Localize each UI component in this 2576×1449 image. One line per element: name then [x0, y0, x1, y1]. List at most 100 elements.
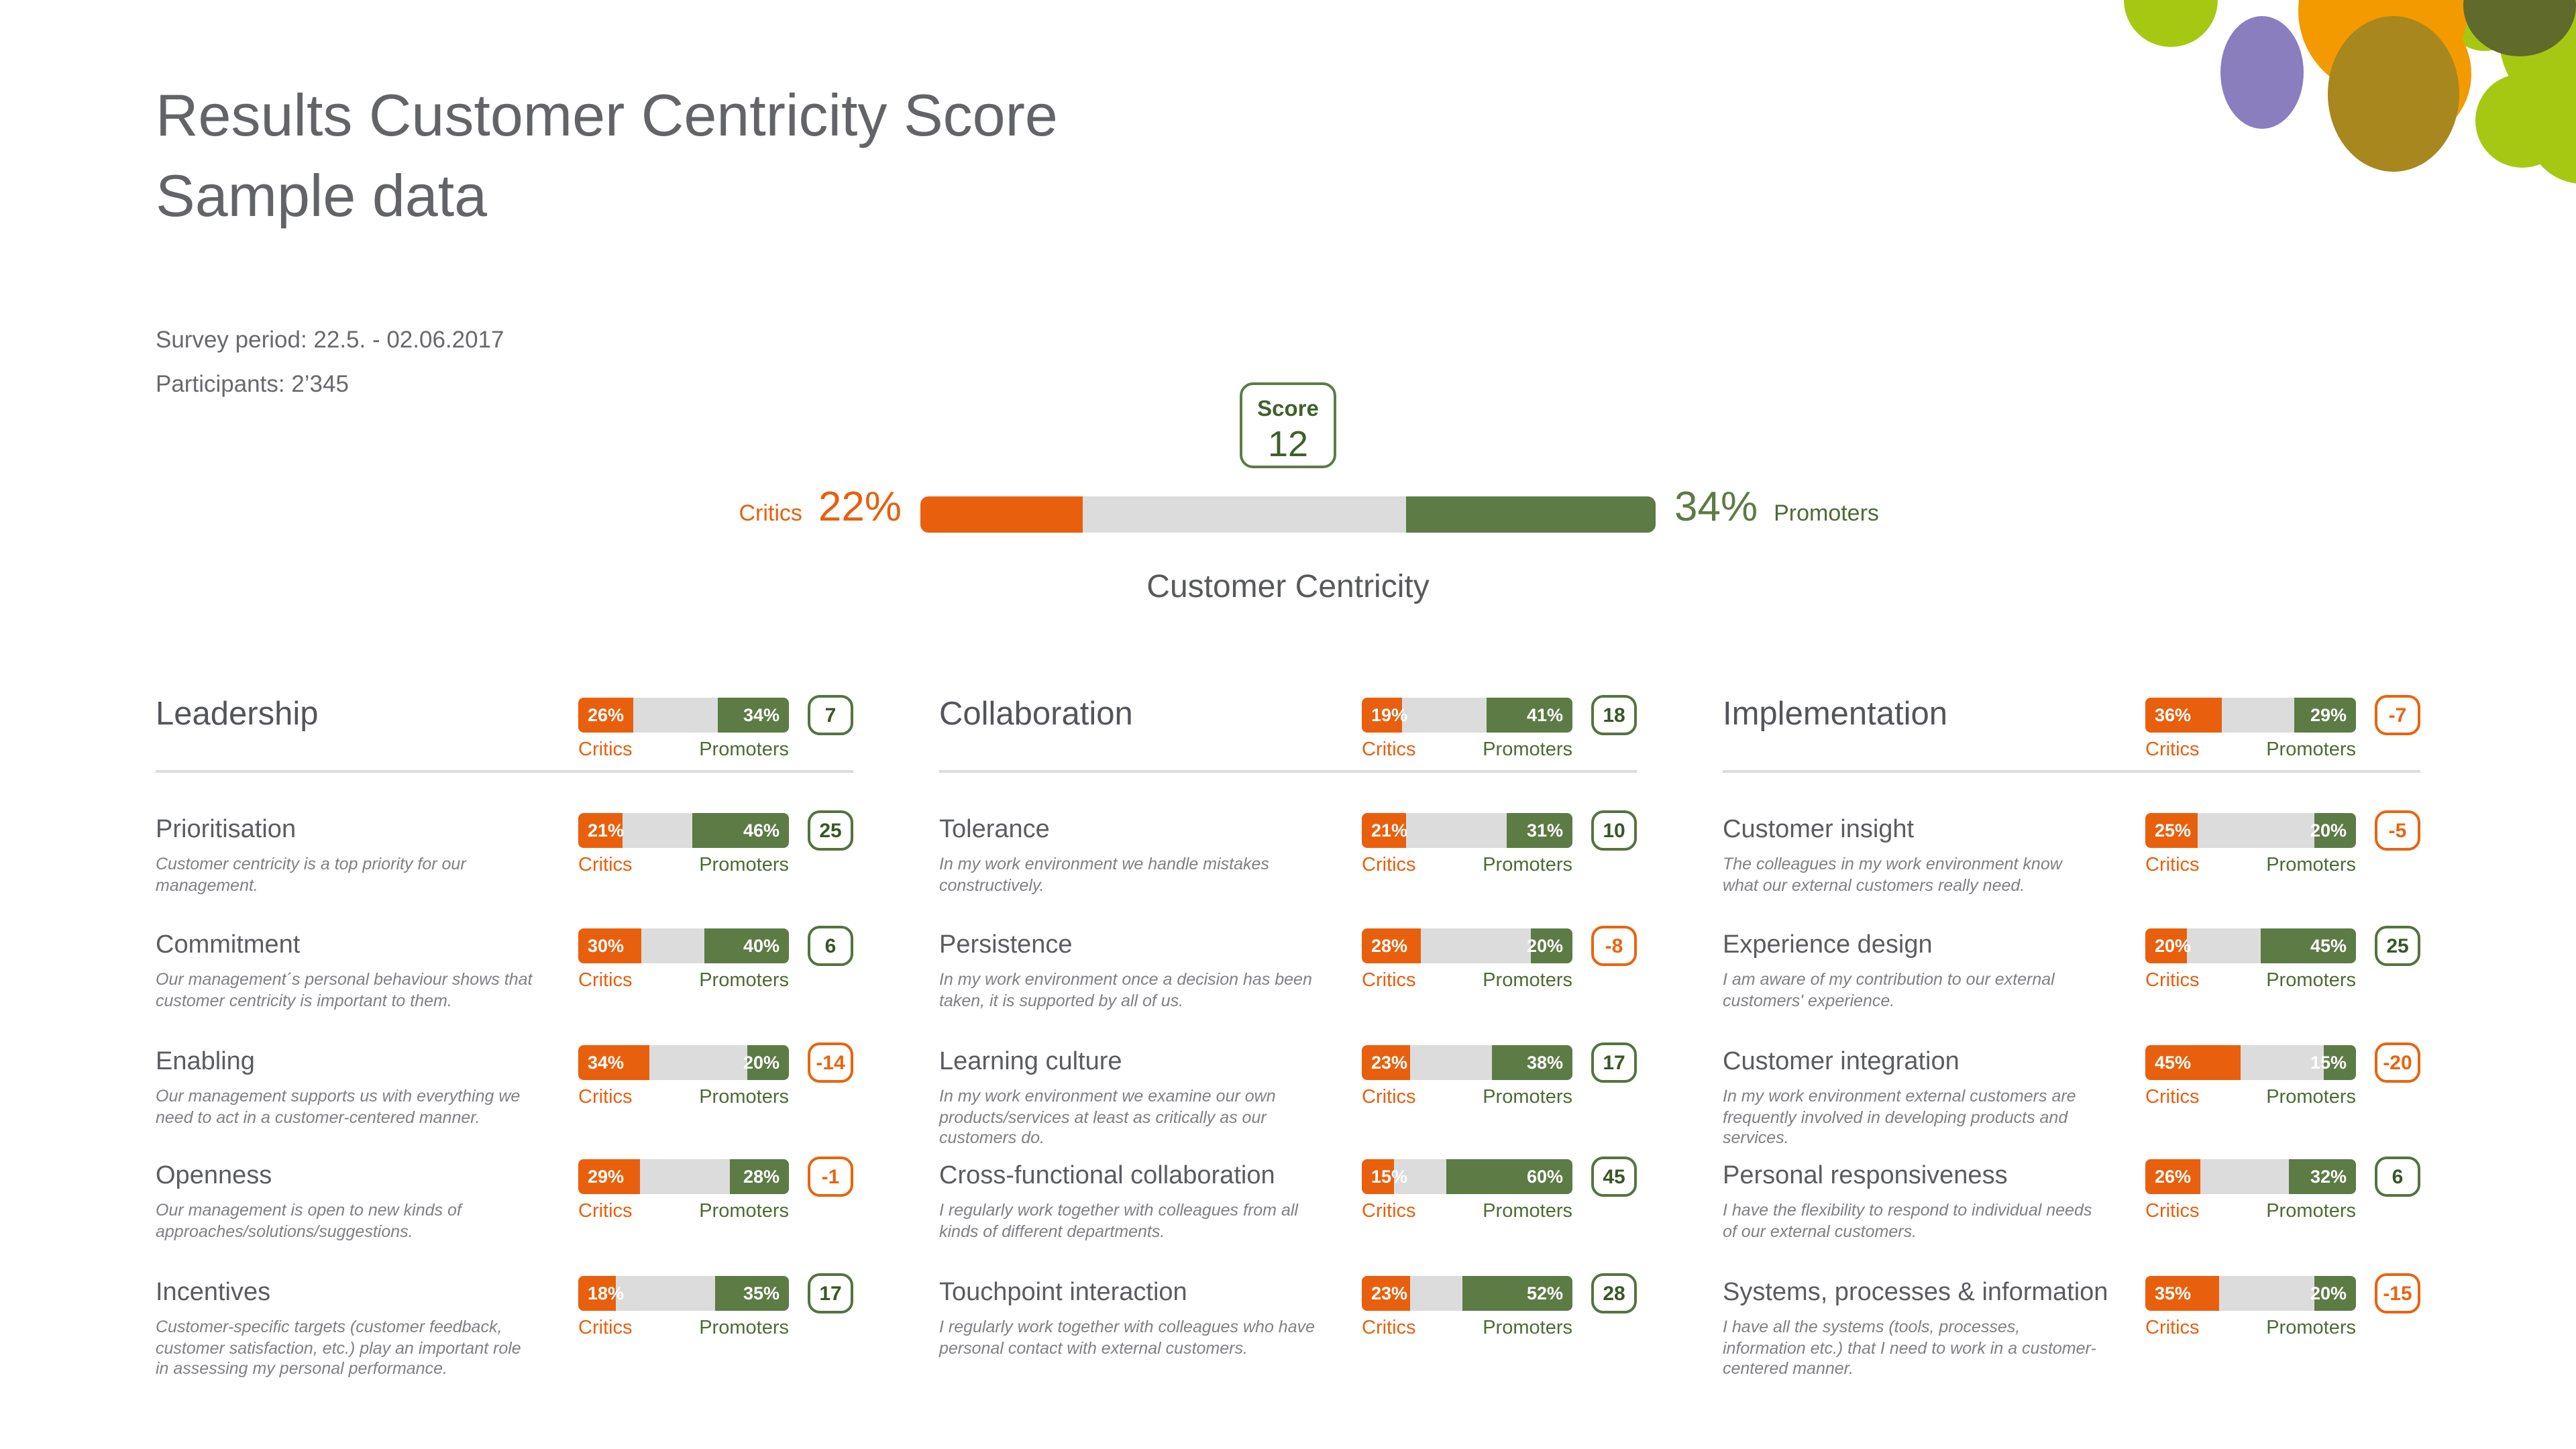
promoters-legend-label: Promoters — [699, 1201, 789, 1222]
item-title: Implementation — [1723, 696, 1948, 733]
mini-bar: 26% 34% — [578, 698, 789, 733]
mini-bar: 29% 28% — [578, 1159, 789, 1194]
promoters-segment — [2288, 1159, 2356, 1194]
mini-bar: 19% 41% — [1362, 698, 1572, 733]
survey-period: Survey period: 22.5. - 02.06.2017 — [156, 326, 504, 353]
promoters-pct-label: 20% — [1526, 936, 1563, 956]
promoters-legend-label: Promoters — [1483, 970, 1572, 991]
promoters-segment — [2314, 813, 2356, 848]
promoters-legend-label: Promoters — [2266, 739, 2356, 761]
score-badge: 10 — [1591, 810, 1637, 851]
mini-bar: 26% 32% — [2145, 1159, 2356, 1194]
critics-pct-label: 28% — [1371, 936, 1408, 956]
category-column: Leadership 26% 34% Critics Promoters 7 P… — [156, 695, 853, 1449]
critics-segment — [1362, 813, 1406, 848]
promoters-legend-label: Promoters — [2266, 1087, 2356, 1108]
item-title: Incentives — [156, 1279, 271, 1307]
score-badge: -14 — [808, 1042, 853, 1083]
promoters-segment — [1486, 698, 1572, 733]
overall-critics-pct: 22% — [818, 483, 902, 530]
item-title: Persistence — [939, 931, 1073, 959]
mini-bar: 23% 52% — [1362, 1276, 1572, 1311]
participants: Participants: 2’345 — [156, 370, 349, 397]
promoters-segment — [2261, 928, 2356, 963]
critics-segment — [578, 1276, 616, 1311]
item-description: I have the flexibility to respond to ind… — [1723, 1201, 2092, 1240]
critics-legend-label: Critics — [578, 1087, 633, 1108]
neutral-segment — [639, 1159, 731, 1194]
neutral-segment — [649, 1045, 747, 1080]
critics-legend-label: Critics — [578, 739, 633, 761]
critics-segment — [1362, 1159, 1394, 1194]
critics-legend-label: Critics — [1362, 1201, 1416, 1222]
score-badge: -15 — [2375, 1273, 2420, 1313]
critics-segment — [578, 698, 633, 733]
critics-legend-label: Critics — [1362, 970, 1416, 991]
critics-pct-label: 34% — [588, 1053, 625, 1073]
neutral-segment — [1410, 1276, 1463, 1311]
critics-legend-label: Critics — [578, 1318, 633, 1339]
item-title: Touchpoint interaction — [939, 1279, 1187, 1307]
score-badge: 7 — [808, 695, 853, 735]
column-divider — [156, 770, 853, 773]
promoters-pct-label: 46% — [743, 820, 780, 841]
bar-legend: Critics Promoters — [1362, 855, 1572, 876]
neutral-segment — [1410, 1045, 1493, 1080]
logo-olive-circle — [2463, 0, 2576, 56]
bar-legend: Critics Promoters — [1362, 970, 1572, 991]
item-description: In my work environment external customer… — [1723, 1087, 2076, 1147]
critics-legend-label: Critics — [578, 970, 633, 991]
bar-legend: Critics Promoters — [2145, 1318, 2356, 1339]
score-badge: -20 — [2375, 1042, 2420, 1083]
score-badge: 28 — [1591, 1273, 1637, 1313]
page-subtitle: Sample data — [156, 164, 488, 229]
critics-pct-label: 30% — [588, 936, 625, 956]
score-badge: -7 — [2375, 695, 2420, 735]
mini-bar: 18% 35% — [578, 1276, 789, 1311]
bar-legend: Critics Promoters — [1362, 1318, 1572, 1339]
mini-bar: 35% 20% — [2145, 1276, 2356, 1311]
score-value: 12 — [1267, 424, 1309, 464]
item-title: Tolerance — [939, 816, 1050, 844]
overall-axis-label: Customer Centricity — [1146, 569, 1430, 605]
neutral-segment — [641, 928, 705, 963]
critics-legend-label: Critics — [2145, 1318, 2200, 1339]
mini-bar: 36% 29% — [2145, 698, 2356, 733]
critics-legend-label: Critics — [2145, 855, 2200, 876]
critics-pct-label: 21% — [588, 820, 625, 841]
promoters-legend-label: Promoters — [1483, 1087, 1572, 1108]
bar-legend: Critics Promoters — [578, 1201, 789, 1222]
score-badge: 45 — [1591, 1157, 1637, 1197]
critics-pct-label: 25% — [2155, 820, 2192, 841]
critics-pct-label: 23% — [1371, 1283, 1408, 1303]
item-description: In my work environment we examine our ow… — [939, 1087, 1276, 1147]
promoters-segment — [1405, 496, 1656, 533]
category-column: Collaboration 19% 41% Critics Promoters … — [939, 695, 1637, 1449]
critics-segment — [2145, 698, 2222, 733]
bar-legend: Critics Promoters — [2145, 739, 2356, 761]
score-badge: 17 — [808, 1273, 853, 1313]
bar-legend: Critics Promoters — [578, 855, 789, 876]
bar-legend: Critics Promoters — [578, 1318, 789, 1339]
neutral-segment — [1393, 1159, 1446, 1194]
column-divider — [939, 770, 1637, 773]
promoters-segment — [747, 1045, 789, 1080]
overall-promoters-pct: 34% — [1674, 483, 1758, 530]
promoters-pct-label: 31% — [1526, 820, 1563, 841]
promoters-segment — [2324, 1045, 2356, 1080]
overall-bar — [920, 496, 1656, 533]
critics-segment — [2145, 813, 2198, 848]
overall-critics-labels: Critics 22% — [537, 483, 902, 545]
score-badge: 18 — [1591, 695, 1637, 735]
critics-legend-label: Critics — [1362, 1318, 1416, 1339]
item-description: I have all the systems (tools, processes… — [1723, 1318, 2096, 1378]
neutral-segment — [2221, 698, 2295, 733]
item-title: Systems, processes & information — [1723, 1279, 2108, 1307]
column-divider — [1723, 770, 2420, 773]
critics-segment — [1362, 1276, 1411, 1311]
logo-blob-graphic — [2124, 0, 2576, 184]
item-title: Prioritisation — [156, 816, 297, 844]
item-title: Cross-functional collaboration — [939, 1162, 1275, 1190]
critics-segment — [2145, 928, 2188, 963]
critics-pct-label: 29% — [588, 1167, 625, 1187]
